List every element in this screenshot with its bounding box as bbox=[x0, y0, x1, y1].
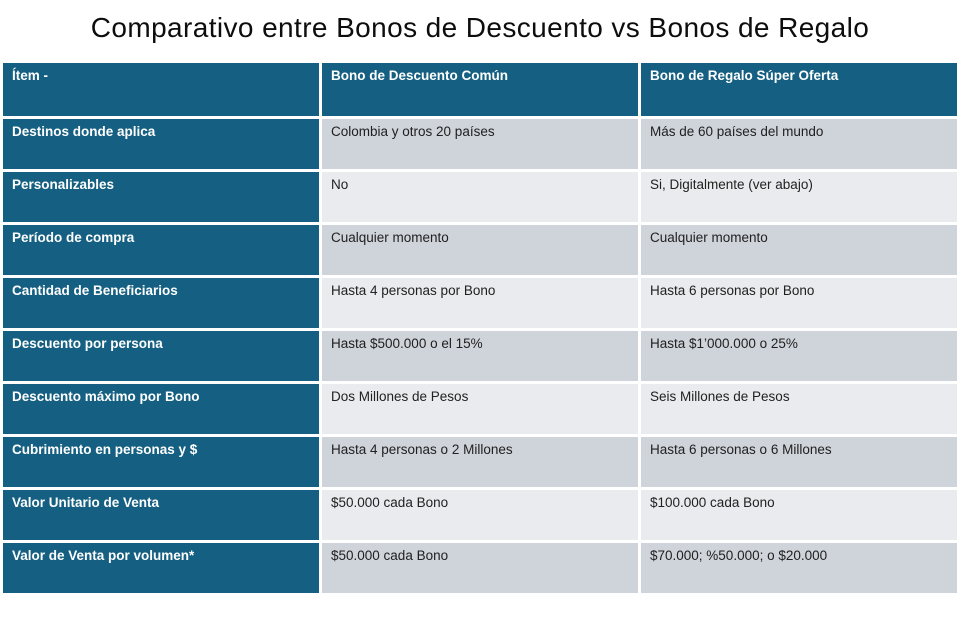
cell-regalo: Hasta $1’000.000 o 25% bbox=[641, 331, 957, 381]
cell-descuento: Colombia y otros 20 países bbox=[322, 119, 638, 169]
table-row: Descuento máximo por Bono Dos Millones d… bbox=[3, 384, 957, 434]
row-label: Destinos donde aplica bbox=[3, 119, 319, 169]
cell-descuento: Cualquier momento bbox=[322, 225, 638, 275]
row-label: Descuento máximo por Bono bbox=[3, 384, 319, 434]
cell-regalo: Más de 60 países del mundo bbox=[641, 119, 957, 169]
table-header-row: Ítem - Bono de Descuento Común Bono de R… bbox=[3, 63, 957, 116]
table-row: Período de compra Cualquier momento Cual… bbox=[3, 225, 957, 275]
table-row: Destinos donde aplica Colombia y otros 2… bbox=[3, 119, 957, 169]
column-header-regalo: Bono de Regalo Súper Oferta bbox=[641, 63, 957, 116]
cell-descuento: Dos Millones de Pesos bbox=[322, 384, 638, 434]
cell-descuento: $50.000 cada Bono bbox=[322, 543, 638, 593]
cell-regalo: Hasta 6 personas o 6 Millones bbox=[641, 437, 957, 487]
table-row: Valor Unitario de Venta $50.000 cada Bon… bbox=[3, 490, 957, 540]
table-row: Valor de Venta por volumen* $50.000 cada… bbox=[3, 543, 957, 593]
table-row: Descuento por persona Hasta $500.000 o e… bbox=[3, 331, 957, 381]
row-label: Cubrimiento en personas y $ bbox=[3, 437, 319, 487]
cell-regalo: Seis Millones de Pesos bbox=[641, 384, 957, 434]
cell-descuento: Hasta 4 personas o 2 Millones bbox=[322, 437, 638, 487]
cell-descuento: Hasta 4 personas por Bono bbox=[322, 278, 638, 328]
row-label: Personalizables bbox=[3, 172, 319, 222]
row-label: Cantidad de Beneficiarios bbox=[3, 278, 319, 328]
row-label: Período de compra bbox=[3, 225, 319, 275]
column-header-descuento: Bono de Descuento Común bbox=[322, 63, 638, 116]
table-row: Personalizables No Si, Digitalmente (ver… bbox=[3, 172, 957, 222]
cell-descuento: $50.000 cada Bono bbox=[322, 490, 638, 540]
row-label: Valor de Venta por volumen* bbox=[3, 543, 319, 593]
row-label: Valor Unitario de Venta bbox=[3, 490, 319, 540]
cell-descuento: No bbox=[322, 172, 638, 222]
comparison-table: Ítem - Bono de Descuento Común Bono de R… bbox=[0, 60, 960, 596]
cell-regalo: $70.000; %50.000; o $20.000 bbox=[641, 543, 957, 593]
table-row: Cubrimiento en personas y $ Hasta 4 pers… bbox=[3, 437, 957, 487]
row-label: Descuento por persona bbox=[3, 331, 319, 381]
cell-regalo: Si, Digitalmente (ver abajo) bbox=[641, 172, 957, 222]
column-header-item: Ítem - bbox=[3, 63, 319, 116]
cell-regalo: Cualquier momento bbox=[641, 225, 957, 275]
cell-regalo: $100.000 cada Bono bbox=[641, 490, 957, 540]
cell-descuento: Hasta $500.000 o el 15% bbox=[322, 331, 638, 381]
table-row: Cantidad de Beneficiarios Hasta 4 person… bbox=[3, 278, 957, 328]
page-title: Comparativo entre Bonos de Descuento vs … bbox=[90, 12, 870, 43]
cell-regalo: Hasta 6 personas por Bono bbox=[641, 278, 957, 328]
